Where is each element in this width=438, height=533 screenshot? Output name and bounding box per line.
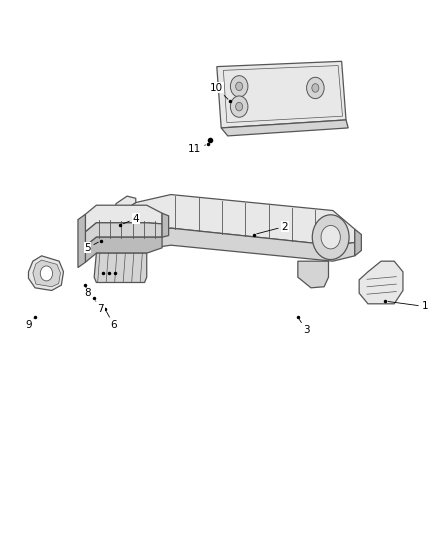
Polygon shape xyxy=(223,66,343,123)
Polygon shape xyxy=(217,61,346,128)
Circle shape xyxy=(236,102,243,111)
Polygon shape xyxy=(85,205,162,232)
Text: 5: 5 xyxy=(84,242,98,253)
Polygon shape xyxy=(112,228,355,261)
Polygon shape xyxy=(85,237,162,262)
Circle shape xyxy=(40,266,53,281)
Circle shape xyxy=(321,225,340,249)
Polygon shape xyxy=(298,261,328,288)
Polygon shape xyxy=(112,195,355,245)
Polygon shape xyxy=(162,213,169,237)
Text: 11: 11 xyxy=(188,144,205,154)
Text: 3: 3 xyxy=(299,319,310,335)
Text: 6: 6 xyxy=(106,312,117,330)
Text: 1: 1 xyxy=(388,302,428,311)
Polygon shape xyxy=(85,223,162,246)
Circle shape xyxy=(230,96,248,117)
Polygon shape xyxy=(221,120,348,136)
Polygon shape xyxy=(78,214,85,268)
Polygon shape xyxy=(112,196,136,219)
Text: 4: 4 xyxy=(123,214,139,224)
Text: 7: 7 xyxy=(95,301,104,314)
Polygon shape xyxy=(355,229,361,256)
Polygon shape xyxy=(28,256,64,290)
Circle shape xyxy=(230,76,248,97)
Text: 8: 8 xyxy=(84,285,91,298)
Text: 9: 9 xyxy=(25,317,35,330)
Polygon shape xyxy=(359,261,403,304)
Circle shape xyxy=(236,82,243,91)
Polygon shape xyxy=(33,260,60,287)
Circle shape xyxy=(312,215,349,260)
Circle shape xyxy=(307,77,324,99)
Circle shape xyxy=(312,84,319,92)
Text: 10: 10 xyxy=(210,83,228,99)
Text: 2: 2 xyxy=(257,222,288,234)
Polygon shape xyxy=(94,253,147,282)
